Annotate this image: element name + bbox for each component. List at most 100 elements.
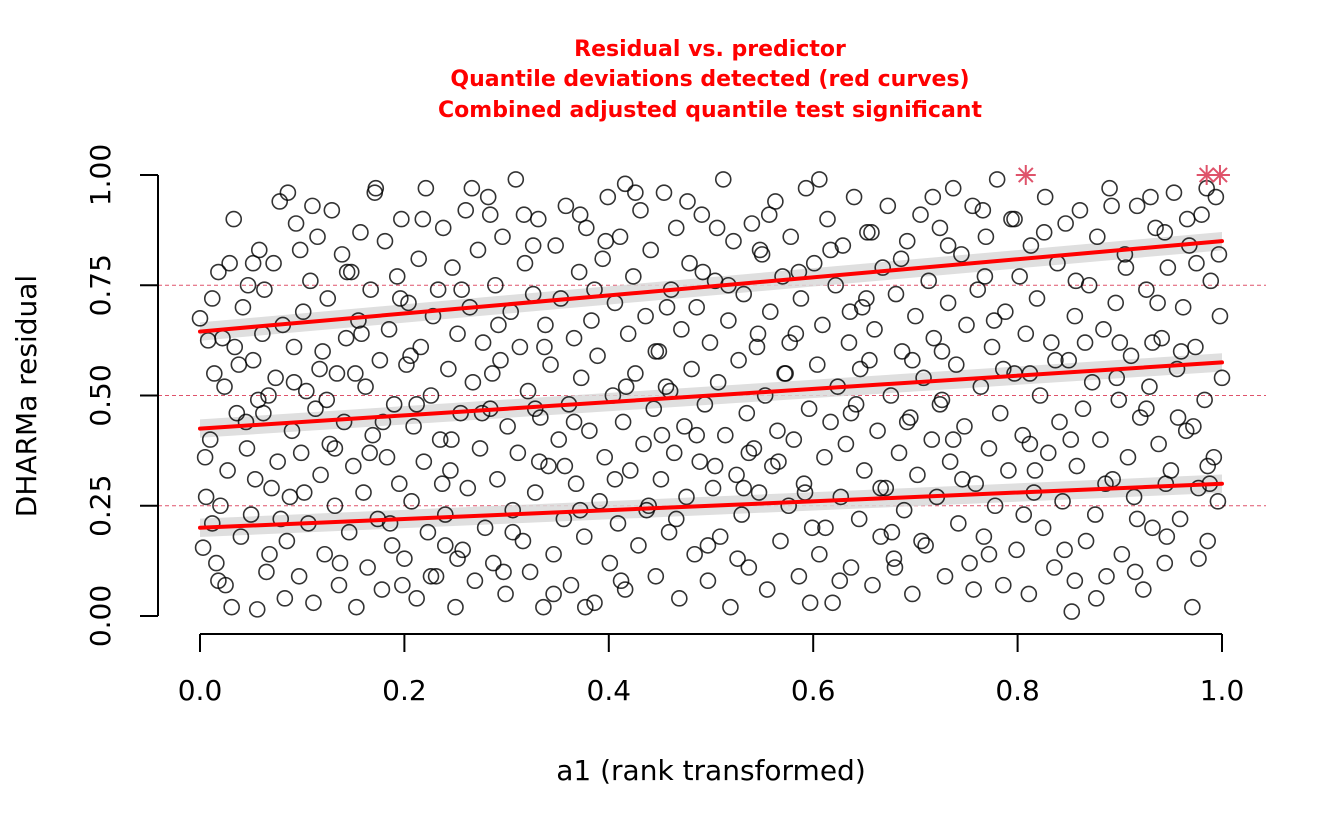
residual-point [1067,272,1085,290]
residual-point [390,475,408,493]
residual-point [1165,184,1183,201]
residual-point [362,281,379,298]
residual-point [1083,373,1101,391]
residual-point [667,510,685,528]
outlier-marker [1015,165,1036,185]
residual-point [730,351,747,369]
residual-point [735,479,753,497]
residual-point [485,554,502,572]
residual-point [760,206,778,223]
quantile-curves [198,239,1224,530]
residual-point [212,497,229,515]
y-tick-label: 0.50 [84,364,117,426]
y-tick-label: 1.00 [84,144,117,206]
residual-point [267,369,284,387]
residual-point [892,250,910,268]
residual-point [457,201,475,219]
residual-point [939,294,957,312]
residual-point [841,303,859,321]
residual-point [988,171,1006,188]
residual-point [278,532,296,550]
residual-point [961,554,978,572]
residual-point [904,585,921,603]
residual-point [767,193,784,210]
residual-point [431,431,449,448]
residual-point [489,470,506,488]
residual-point [1006,210,1023,228]
residual-point [466,572,484,590]
residual-point [1119,448,1137,466]
residual-point [994,576,1012,594]
residual-point [361,444,378,462]
residual-point [331,554,349,572]
residual-point [872,479,889,497]
residual-point [1128,510,1146,528]
residual-point [1035,224,1053,241]
residual-point [842,559,860,576]
outlier-marker [1209,165,1230,185]
residual-point [909,466,926,484]
residual-point [333,246,351,263]
residual-point [774,268,791,285]
residual-point [575,528,593,545]
residual-point [676,418,693,435]
residual-point [831,572,849,590]
residual-point [586,594,603,612]
residual-point [476,519,494,537]
residual-point [414,210,432,228]
residual-point [811,545,828,563]
residual-point [688,426,705,444]
residual-point [709,373,727,391]
residual-point [858,290,875,307]
residual-point [1168,360,1186,378]
x-tick-label: 0.0 [178,674,223,707]
residual-point [260,387,277,404]
residual-point [822,241,839,259]
residual-point [1199,532,1216,550]
residual-point [931,396,949,413]
residual-point [265,254,282,272]
residual-point [1003,210,1020,228]
residual-point [271,193,289,210]
residual-point [939,237,957,254]
residual-point [1188,254,1205,272]
residual-point [495,563,512,581]
residual-point [890,444,908,462]
residual-point [1071,201,1089,219]
residual-point [524,237,542,254]
residual-point [572,369,590,387]
residual-point [770,453,787,470]
residual-point [950,515,967,532]
residual-point [556,457,574,475]
residual-point [511,338,529,356]
residual-point [444,259,461,276]
residual-point [706,457,724,475]
residual-point [238,440,256,457]
residual-point [1107,294,1125,312]
residual-point [550,431,568,448]
residual-point [1066,572,1084,590]
residual-point [578,219,595,237]
residual-point [673,321,690,338]
residual-point [514,532,532,550]
residual-point [920,272,937,290]
residual-point [340,523,358,541]
residual-point [714,171,732,188]
residual-point [792,290,810,307]
residual-point [244,254,262,272]
residual-point [769,422,786,440]
residual-point [975,528,993,545]
residual-point [1113,545,1131,563]
residual-point [373,581,391,598]
residual-point [1076,334,1094,351]
residual-point [581,422,598,440]
residual-point [1034,519,1052,537]
residual-point [1056,541,1073,559]
residual-point [722,598,739,616]
residual-point [748,338,766,356]
residual-point [1011,268,1028,285]
residual-point [398,356,415,373]
residual-point [980,440,998,457]
residual-point [1098,568,1115,585]
residual-point [479,188,497,206]
